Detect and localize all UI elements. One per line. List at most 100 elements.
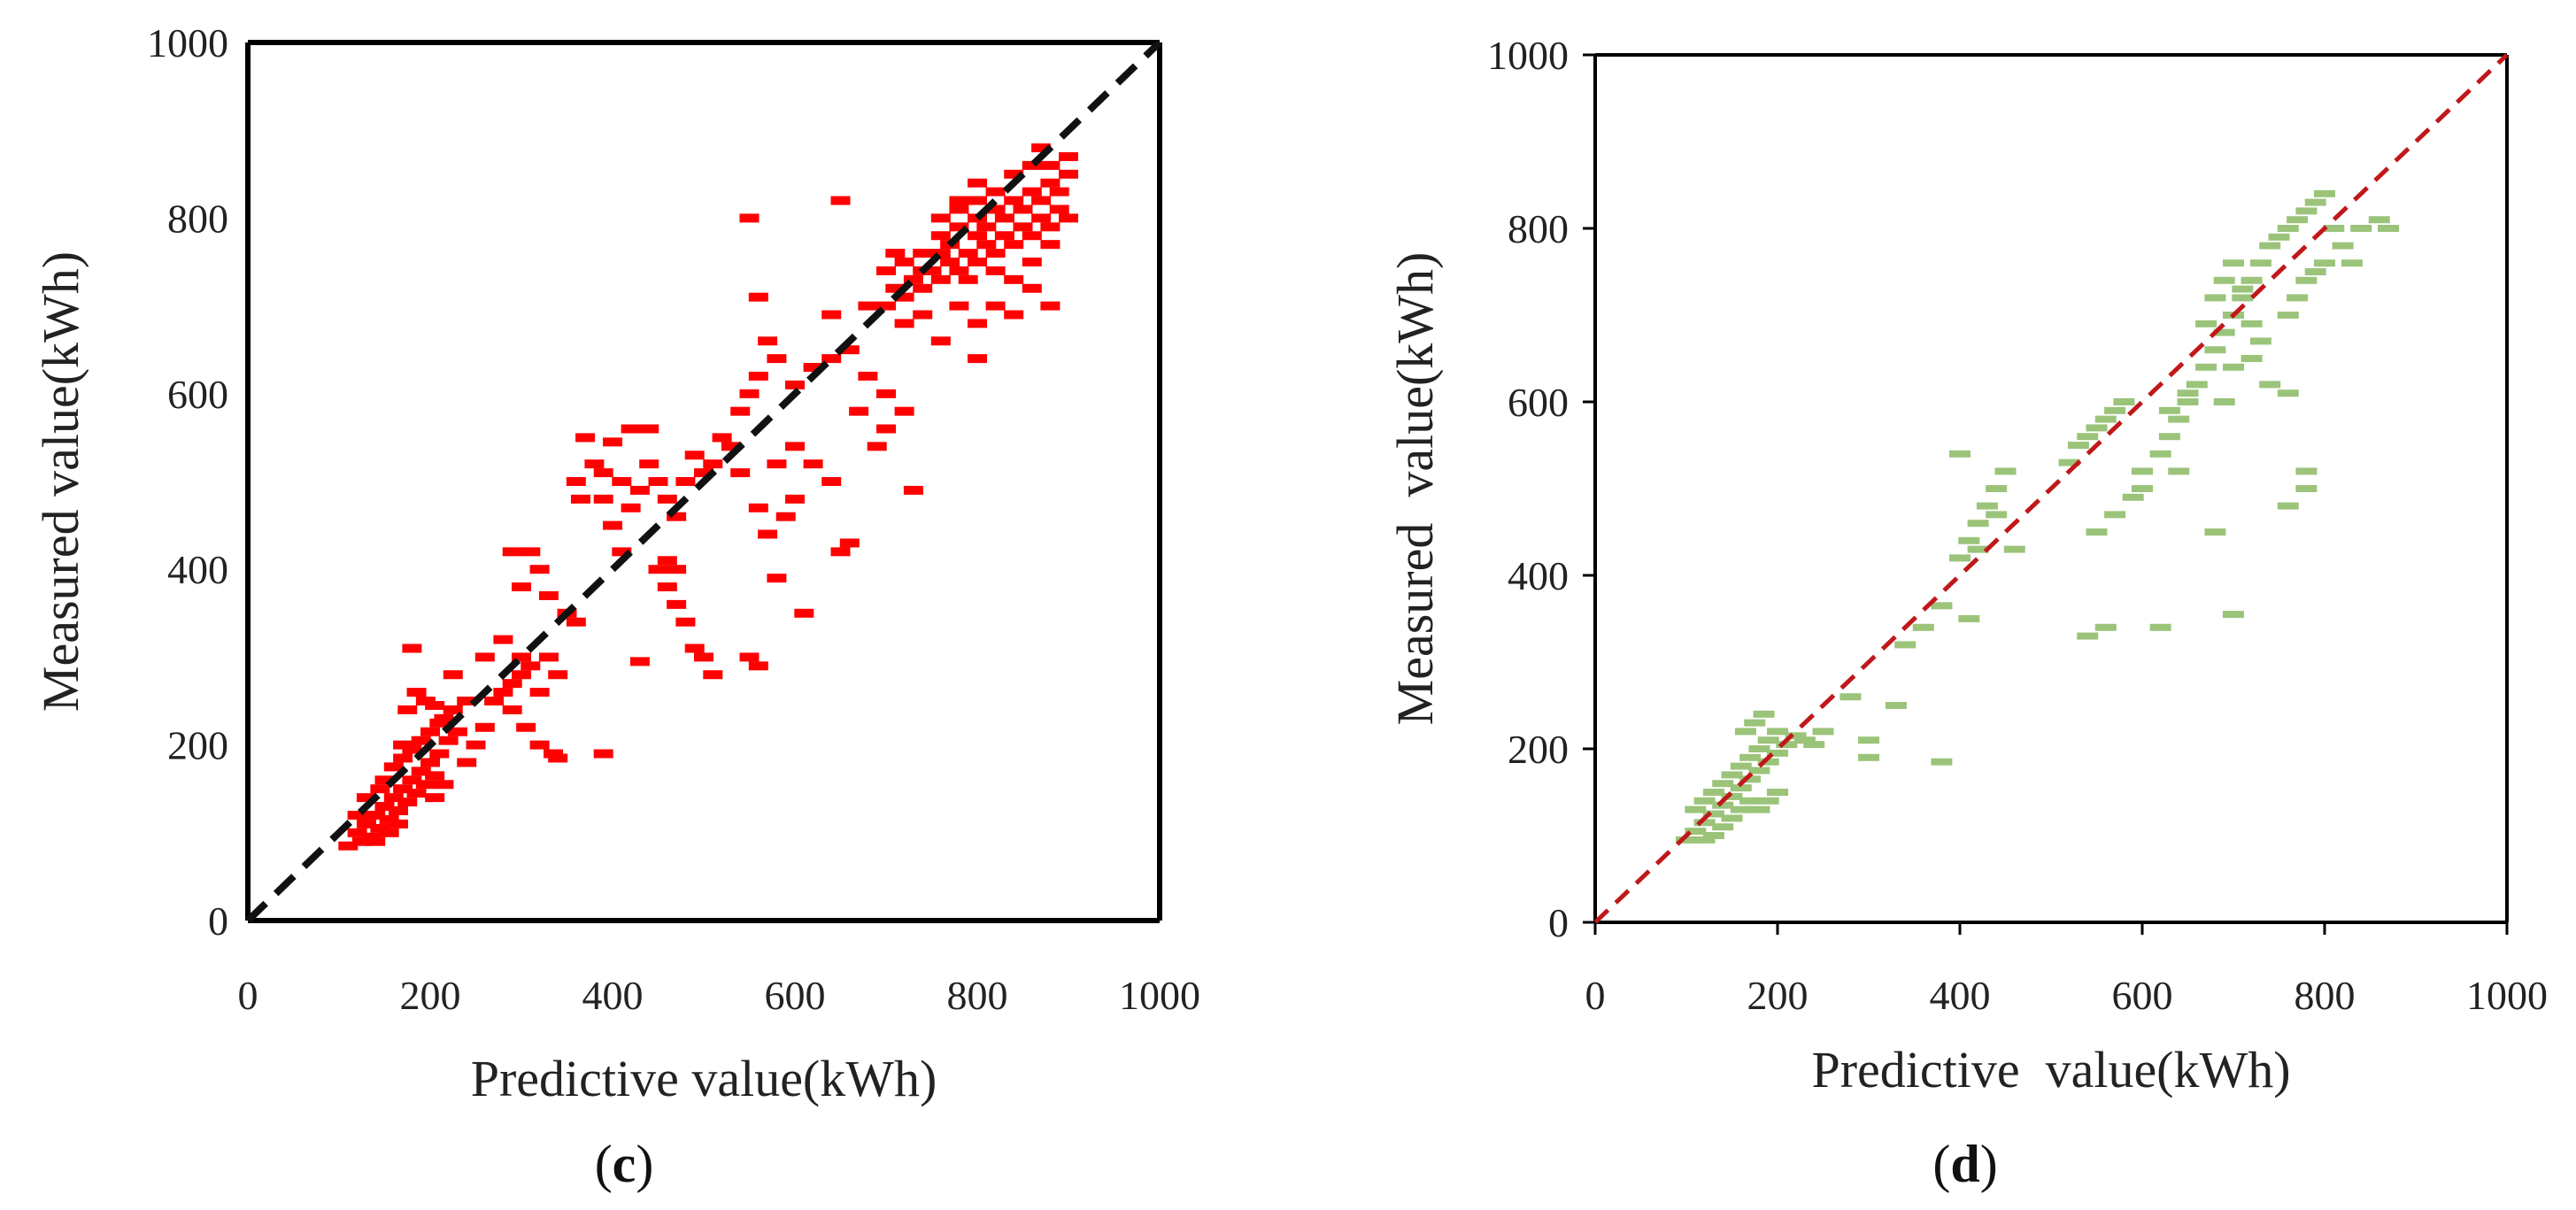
scatter-point xyxy=(374,775,395,785)
scatter-point xyxy=(748,503,768,513)
scatter-point xyxy=(2249,337,2271,345)
scatter-point xyxy=(2287,294,2309,302)
scatter-point xyxy=(1994,467,2017,475)
scatter-point xyxy=(2204,528,2226,536)
scatter-point xyxy=(694,468,713,478)
scatter-point xyxy=(2277,312,2299,319)
scatter-point xyxy=(356,793,376,803)
scatter-point xyxy=(388,806,408,815)
scatter-point xyxy=(1004,240,1024,250)
scatter-point xyxy=(366,810,386,820)
scatter-point xyxy=(397,798,418,807)
scatter-point xyxy=(502,705,522,714)
y-axis-title: Measured value(kWh) xyxy=(1386,252,1444,726)
y-tick-label: 200 xyxy=(167,723,228,768)
scatter-point xyxy=(949,196,969,205)
scatter-point xyxy=(2295,467,2318,475)
scatter-point xyxy=(2223,611,2244,619)
scatter-point xyxy=(411,767,431,776)
y-tick-labels: 0 200 400 600 800 1000 xyxy=(147,20,228,944)
scatter-panel-c: 0 200 400 600 800 1000 0 200 400 600 800 1000 Pred… xyxy=(32,20,1200,1193)
scatter-point xyxy=(474,652,495,662)
scatter-point xyxy=(703,459,723,469)
scatter-point xyxy=(2241,355,2263,362)
scatter-point xyxy=(968,178,987,188)
y-tick-label: 800 xyxy=(167,196,228,241)
scatter-point xyxy=(512,582,531,592)
scatter-point xyxy=(2350,225,2372,232)
scatter-point xyxy=(1022,187,1042,197)
scatter-point xyxy=(803,363,823,373)
scatter-point xyxy=(894,258,914,266)
scatter-point xyxy=(730,468,751,478)
scatter-point xyxy=(529,688,550,697)
scatter-point xyxy=(767,574,787,583)
scatter-point xyxy=(406,789,427,798)
scatter-point xyxy=(1040,301,1060,311)
scatter-point xyxy=(885,283,906,293)
scatter-point xyxy=(2186,381,2208,389)
scatter-point xyxy=(748,292,768,302)
scatter-point xyxy=(1721,814,1743,822)
scatter-point xyxy=(1744,719,1766,727)
scatter-point xyxy=(1685,828,1707,836)
scatter-point xyxy=(821,310,842,320)
scatter-point xyxy=(968,231,987,241)
scatter-point xyxy=(648,565,668,574)
scatter-point xyxy=(457,697,477,705)
scatter-point xyxy=(2259,381,2281,389)
scatter-point xyxy=(1022,160,1042,170)
x-axis-title: Predictive value(kWh) xyxy=(1811,1041,2290,1098)
scatter-point xyxy=(2122,493,2144,501)
scatter-point xyxy=(2132,467,2153,475)
x-tick-label: 400 xyxy=(1930,973,1991,1018)
y-tick-label: 600 xyxy=(1508,380,1569,425)
scatter-point xyxy=(876,424,896,434)
scatter-point xyxy=(1767,789,1788,796)
scatter-point xyxy=(721,442,741,451)
y-tick-label: 400 xyxy=(1508,553,1569,598)
panel-label: (d) xyxy=(1932,1135,1997,1193)
scatter-point xyxy=(1059,169,1078,179)
scatter-point xyxy=(894,406,914,416)
scatter-point xyxy=(2195,320,2217,328)
scatter-point xyxy=(447,727,467,736)
scatter-point xyxy=(712,433,732,443)
scatter-point xyxy=(2323,225,2345,232)
scatter-point xyxy=(2158,406,2180,414)
scatter-point xyxy=(366,836,386,846)
scatter-point xyxy=(1748,745,1770,752)
x-axis-title: Predictive value(kWh) xyxy=(471,1050,937,1107)
scatter-point xyxy=(1931,602,1953,610)
scatter-point xyxy=(976,222,997,232)
data-points xyxy=(338,143,1078,851)
scatter-point xyxy=(876,266,896,275)
scatter-point xyxy=(1986,485,2008,492)
scatter-point xyxy=(2378,225,2400,232)
scatter-point xyxy=(1967,545,1989,553)
scatter-point xyxy=(347,828,367,837)
scatter-point xyxy=(930,274,951,284)
scatter-point xyxy=(2168,415,2190,423)
scatter-point xyxy=(1793,736,1816,744)
scatter-point xyxy=(1986,511,2008,519)
scatter-point xyxy=(2232,294,2254,302)
scatter-point xyxy=(1949,554,1971,562)
scatter-point xyxy=(2223,259,2244,267)
scatter-point xyxy=(2058,459,2080,466)
scatter-point xyxy=(383,762,404,772)
scatter-point xyxy=(1040,178,1060,188)
scatter-point xyxy=(2295,485,2318,492)
scatter-point xyxy=(994,231,1014,241)
scatter-point xyxy=(684,451,705,460)
scatter-point xyxy=(593,494,613,504)
scatter-point xyxy=(474,722,495,732)
scatter-point xyxy=(1949,450,1971,458)
scatter-point xyxy=(1712,823,1734,831)
scatter-point xyxy=(538,652,559,662)
scatter-point xyxy=(1685,805,1707,813)
scatter-point xyxy=(383,793,404,803)
scatter-point xyxy=(985,266,1006,275)
scatter-point xyxy=(548,670,568,680)
